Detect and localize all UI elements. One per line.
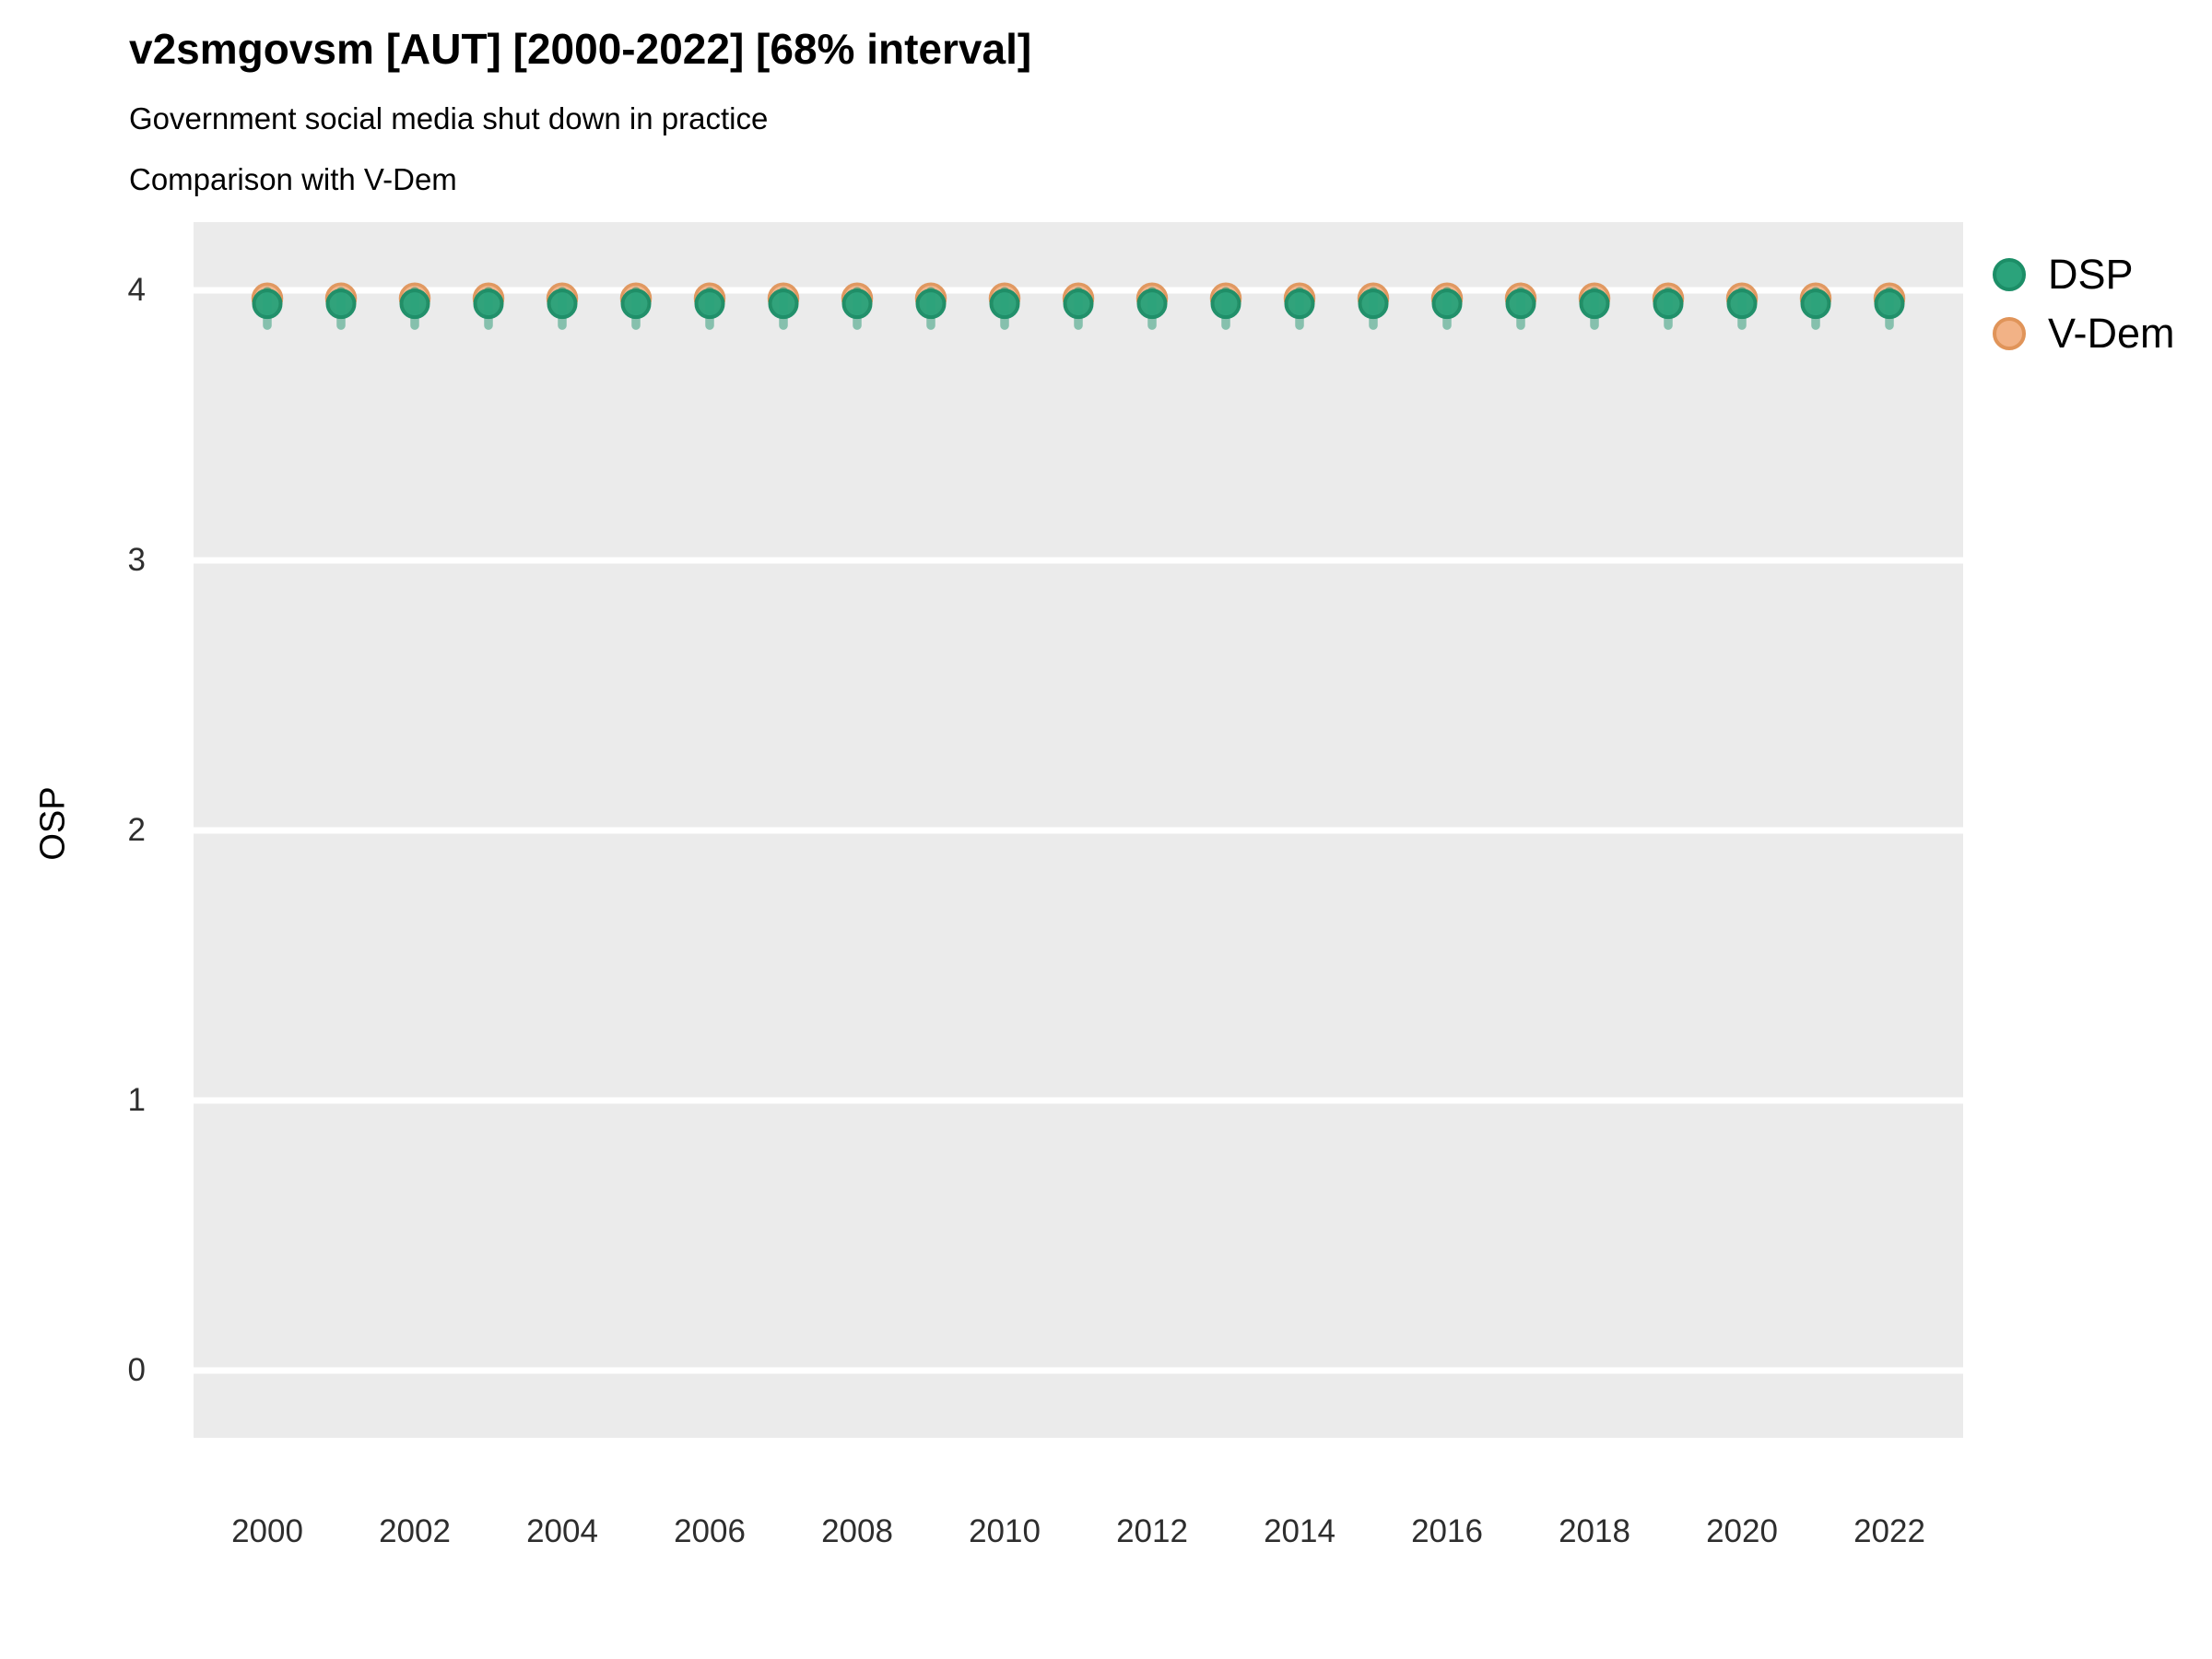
legend-markers [1993,258,2026,350]
legend-marker-dsp [1993,258,2026,291]
legend-label-dsp: DSP [2048,251,2134,298]
y-tick-label-4: 4 [127,272,146,308]
y-tick-label-1: 1 [127,1082,146,1118]
x-tick-label-2018: 2018 [1559,1513,1630,1549]
point-dsp-2011 [1063,288,1094,320]
point-dsp-2000 [252,288,283,320]
point-dsp-2022 [1874,288,1905,320]
point-dsp-2015 [1358,288,1389,320]
point-dsp-2021 [1800,288,1831,320]
x-tick-label-2012: 2012 [1116,1513,1188,1549]
point-dsp-2004 [547,288,578,320]
point-dsp-2012 [1136,288,1168,320]
x-tick-label-2010: 2010 [969,1513,1041,1549]
point-dsp-2017 [1505,288,1536,320]
chart-title: v2smgovsm [AUT] [2000-2022] [68% interva… [129,25,1032,73]
x-tick-label-2000: 2000 [231,1513,303,1549]
point-dsp-2001 [325,288,357,320]
y-tick-label-3: 3 [127,542,146,578]
x-tick-label-2022: 2022 [1853,1513,1925,1549]
x-tick-label-2002: 2002 [379,1513,451,1549]
point-dsp-2018 [1579,288,1610,320]
x-tick-label-2020: 2020 [1706,1513,1778,1549]
legend-marker-vdem [1993,317,2026,350]
point-dsp-2010 [989,288,1020,320]
y-tick-label-0: 0 [127,1352,146,1388]
point-dsp-2006 [694,288,725,320]
legend-label-vdem: V-Dem [2048,310,2175,357]
chart-subtitle-comparison: Comparison with V-Dem [129,162,457,196]
point-dsp-2003 [473,288,504,320]
x-tick-label-2016: 2016 [1411,1513,1483,1549]
chart-subtitle: Government social media shut down in pra… [129,101,769,135]
x-tick-label-2004: 2004 [526,1513,598,1549]
x-tick-label-2014: 2014 [1264,1513,1335,1549]
point-dsp-2009 [915,288,947,320]
y-tick-label-2: 2 [127,812,146,848]
point-dsp-2005 [620,288,652,320]
point-dsp-2013 [1210,288,1241,320]
point-dsp-2014 [1284,288,1315,320]
point-dsp-2002 [399,288,430,320]
x-tick-label-2008: 2008 [821,1513,893,1549]
point-dsp-2016 [1431,288,1463,320]
point-dsp-2007 [768,288,799,320]
point-dsp-2020 [1726,288,1758,320]
point-dsp-2008 [841,288,873,320]
point-dsp-2019 [1653,288,1684,320]
data-points [251,282,1906,330]
x-tick-label-2006: 2006 [674,1513,746,1549]
